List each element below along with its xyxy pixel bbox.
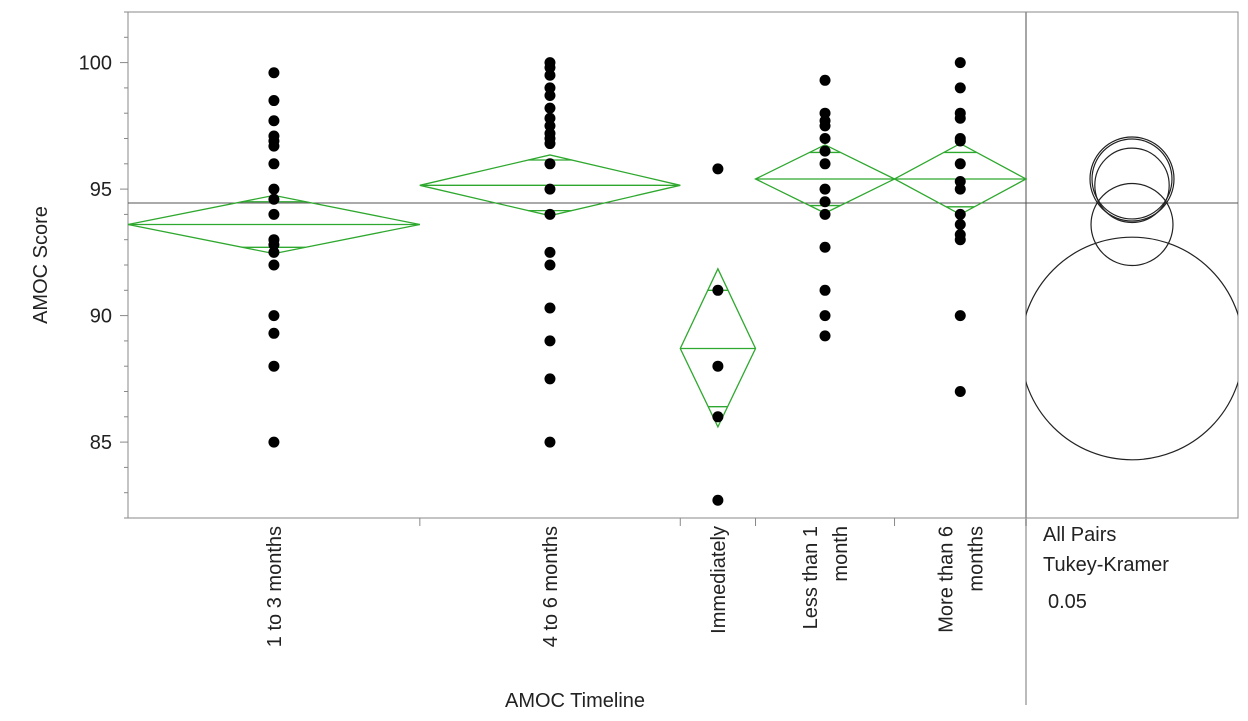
data-point bbox=[954, 219, 966, 231]
data-point bbox=[268, 360, 280, 372]
comparison-circles bbox=[1026, 136, 1238, 461]
x-category-label-line: 1 to 3 months bbox=[264, 526, 286, 647]
comparison-circle bbox=[1091, 138, 1173, 220]
data-point bbox=[268, 158, 280, 170]
data-point bbox=[268, 95, 280, 107]
y-tick-label: 90 bbox=[90, 306, 112, 328]
legend-line-tukey-kramer: Tukey-Kramer bbox=[1043, 554, 1169, 576]
data-point bbox=[954, 112, 966, 124]
data-point bbox=[819, 158, 831, 170]
y-axis-ticks: 85 90 95 100 bbox=[79, 11, 128, 519]
x-category-label: Immediately bbox=[708, 526, 730, 634]
means-diamonds bbox=[127, 142, 1028, 429]
data-point bbox=[819, 183, 831, 195]
comparison-circle bbox=[1090, 182, 1174, 267]
data-point bbox=[544, 138, 556, 150]
x-category-label-line: Less than 1 bbox=[800, 526, 822, 629]
data-point bbox=[268, 140, 280, 152]
comparison-circle bbox=[1026, 236, 1238, 461]
data-point bbox=[268, 115, 280, 127]
data-point bbox=[544, 436, 556, 448]
data-point bbox=[819, 145, 831, 157]
data-point bbox=[544, 208, 556, 220]
data-point bbox=[954, 176, 966, 188]
data-point bbox=[544, 373, 556, 385]
data-point bbox=[819, 133, 831, 144]
y-tick-label: 95 bbox=[90, 179, 112, 201]
data-point bbox=[544, 62, 556, 74]
data-point bbox=[712, 163, 724, 175]
x-category-label-line: 4 to 6 months bbox=[540, 526, 562, 647]
data-point bbox=[954, 208, 966, 220]
data-point bbox=[544, 335, 556, 347]
data-point bbox=[544, 158, 556, 170]
x-category-label: 1 to 3 months bbox=[264, 526, 286, 647]
x-category-label: Less than 1 month bbox=[800, 526, 852, 629]
legend-line-all-pairs: All Pairs bbox=[1043, 524, 1116, 546]
y-tick-label: 85 bbox=[90, 432, 112, 454]
data-point bbox=[544, 259, 556, 271]
comparison-circle bbox=[1089, 136, 1175, 222]
data-point bbox=[954, 82, 966, 94]
data-point bbox=[712, 411, 724, 423]
data-point bbox=[819, 120, 831, 132]
data-point bbox=[954, 234, 966, 246]
means-diamond bbox=[679, 267, 757, 429]
data-point bbox=[268, 67, 280, 79]
data-point bbox=[954, 135, 966, 147]
data-point bbox=[544, 69, 556, 81]
x-category-label-line: More than 6 bbox=[935, 526, 957, 633]
x-category-label-line: Immediately bbox=[708, 526, 730, 634]
data-point bbox=[712, 284, 724, 296]
x-category-label: More than 6 months bbox=[935, 526, 987, 633]
data-point bbox=[712, 494, 724, 506]
x-category-label-line: month bbox=[830, 526, 852, 582]
data-point bbox=[954, 310, 966, 322]
data-point bbox=[268, 208, 280, 220]
data-point bbox=[954, 386, 966, 397]
data-point bbox=[712, 360, 724, 372]
y-axis-title: AMOC Score bbox=[30, 206, 52, 324]
data-point bbox=[544, 120, 556, 132]
data-point bbox=[819, 196, 831, 208]
data-point bbox=[268, 259, 280, 271]
x-axis-category-labels: 1 to 3 months 4 to 6 months Immediately Les… bbox=[264, 518, 1027, 647]
data-point bbox=[544, 89, 556, 101]
data-point bbox=[544, 102, 556, 114]
legend-line-alpha: 0.05 bbox=[1048, 591, 1087, 613]
data-point bbox=[268, 246, 280, 258]
y-tick-label: 100 bbox=[79, 53, 112, 75]
data-point bbox=[819, 74, 831, 86]
data-points bbox=[268, 57, 966, 506]
data-point bbox=[544, 302, 556, 314]
x-category-label: 4 to 6 months bbox=[540, 526, 562, 647]
data-point bbox=[544, 183, 556, 195]
data-point bbox=[544, 246, 556, 258]
data-point bbox=[954, 183, 966, 195]
comparison-circle bbox=[1094, 147, 1170, 224]
data-point bbox=[268, 327, 280, 339]
data-point bbox=[268, 310, 280, 322]
data-point bbox=[544, 82, 556, 94]
data-point bbox=[819, 284, 831, 296]
data-point bbox=[819, 107, 831, 119]
data-point bbox=[268, 239, 280, 251]
comparison-legend: All Pairs Tukey-Kramer 0.05 bbox=[1043, 524, 1169, 613]
data-point bbox=[819, 208, 831, 220]
data-point bbox=[819, 330, 831, 342]
data-point bbox=[954, 57, 966, 69]
x-axis-title: AMOC Timeline bbox=[505, 690, 645, 712]
data-point bbox=[268, 436, 280, 448]
data-point bbox=[268, 193, 280, 205]
data-point bbox=[268, 183, 280, 195]
data-point bbox=[954, 158, 966, 170]
x-category-label-line: months bbox=[965, 526, 987, 592]
data-point bbox=[819, 241, 831, 253]
data-point bbox=[544, 112, 556, 124]
data-point bbox=[819, 310, 831, 322]
